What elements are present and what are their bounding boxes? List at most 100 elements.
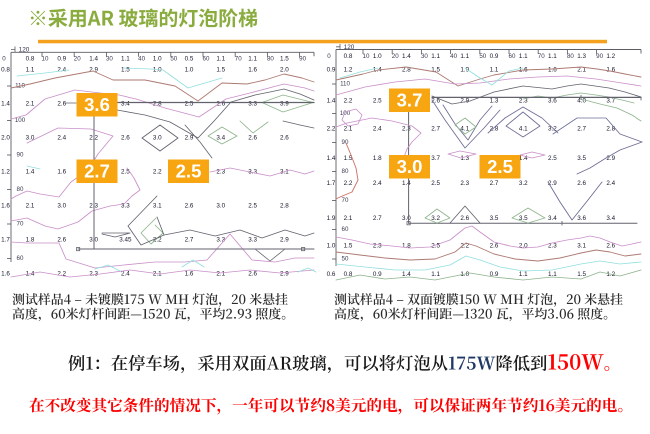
svg-text:1.0: 1.0 (327, 243, 336, 250)
svg-text:2.2: 2.2 (327, 126, 336, 133)
svg-text:2.1: 2.1 (216, 271, 225, 278)
svg-text:3.2: 3.2 (548, 126, 557, 133)
svg-text:1.7: 1.7 (327, 180, 336, 187)
svg-text:50: 50 (479, 53, 486, 60)
svg-text:2.3: 2.3 (548, 243, 557, 250)
svg-text:2.6: 2.6 (431, 98, 440, 105)
svg-text:1.5: 1.5 (431, 67, 440, 74)
svg-text:2.3: 2.3 (519, 98, 528, 105)
svg-text:0: 0 (2, 56, 6, 63)
svg-text:1.1: 1.1 (121, 56, 130, 63)
svg-text:2.2: 2.2 (153, 169, 162, 176)
svg-text:50: 50 (170, 56, 177, 63)
svg-text:70: 70 (342, 197, 349, 204)
svg-text:2.0: 2.0 (519, 243, 528, 250)
svg-text:1.4: 1.4 (1, 101, 10, 108)
svg-text:50: 50 (342, 256, 349, 263)
svg-text:2.7: 2.7 (185, 237, 194, 244)
svg-text:70: 70 (235, 56, 242, 63)
svg-text:1.1: 1.1 (548, 53, 557, 60)
svg-text:0.5: 0.5 (185, 56, 194, 63)
svg-text:2.6: 2.6 (121, 135, 130, 142)
svg-text:1.6: 1.6 (1, 271, 10, 278)
svg-text:2.1: 2.1 (26, 101, 35, 108)
svg-text:30: 30 (106, 56, 113, 63)
svg-text:4.1: 4.1 (460, 126, 469, 133)
svg-text:3.0: 3.0 (153, 135, 162, 142)
svg-text:1.7: 1.7 (1, 237, 10, 244)
svg-text:1.5: 1.5 (121, 67, 130, 74)
svg-text:2.6: 2.6 (280, 135, 289, 142)
svg-text:1.4: 1.4 (402, 180, 411, 187)
svg-text:1.6: 1.6 (1, 203, 10, 210)
svg-text:3.4: 3.4 (121, 101, 130, 108)
svg-text:2.9: 2.9 (548, 180, 557, 187)
svg-text:3.1: 3.1 (577, 243, 586, 250)
svg-text:2.7: 2.7 (84, 161, 110, 182)
svg-text:2.5: 2.5 (431, 180, 440, 187)
svg-text:2.6: 2.6 (606, 243, 615, 250)
svg-text:2.5: 2.5 (431, 243, 440, 250)
svg-text:2.6: 2.6 (248, 135, 257, 142)
svg-text:2.9: 2.9 (460, 98, 469, 105)
svg-text:0.8: 0.8 (344, 271, 353, 278)
svg-text:100: 100 (340, 110, 351, 117)
svg-text:80: 80 (17, 186, 24, 193)
svg-text:3.6: 3.6 (577, 215, 586, 222)
svg-text:2.1: 2.1 (577, 67, 586, 74)
svg-text:1.1: 1.1 (548, 271, 557, 278)
svg-text:3.0: 3.0 (26, 135, 35, 142)
svg-text:90: 90 (342, 139, 349, 146)
svg-text:2.6: 2.6 (57, 101, 66, 108)
svg-text:3.0: 3.0 (397, 156, 423, 177)
svg-text:3.3: 3.3 (121, 203, 130, 210)
svg-text:2.4: 2.4 (373, 180, 382, 187)
svg-text:2.6: 2.6 (577, 180, 586, 187)
svg-text:0.9: 0.9 (490, 271, 499, 278)
svg-text:4.0: 4.0 (577, 98, 586, 105)
svg-text:40: 40 (450, 53, 457, 60)
svg-text:90: 90 (17, 152, 24, 159)
svg-text:2.5: 2.5 (176, 161, 202, 182)
svg-text:1.6: 1.6 (548, 67, 557, 74)
svg-text:2.9: 2.9 (280, 271, 289, 278)
svg-text:3.45: 3.45 (119, 237, 132, 244)
svg-text:3.0: 3.0 (57, 203, 66, 210)
svg-text:2.4: 2.4 (121, 271, 130, 278)
svg-text:1.3: 1.3 (490, 98, 499, 105)
svg-text:3.4: 3.4 (216, 135, 225, 142)
svg-text:1.4: 1.4 (402, 271, 411, 278)
svg-text:80: 80 (342, 168, 349, 175)
svg-text:2.6: 2.6 (248, 271, 257, 278)
svg-text:1.2: 1.2 (606, 53, 615, 60)
svg-text:0.9: 0.9 (327, 67, 336, 74)
svg-text:3.5: 3.5 (519, 215, 528, 222)
svg-text:80: 80 (567, 53, 574, 60)
svg-text:2.4: 2.4 (606, 180, 615, 187)
svg-text:1.0: 1.0 (460, 271, 469, 278)
svg-text:2.3: 2.3 (402, 126, 411, 133)
svg-text:120: 120 (344, 44, 355, 51)
svg-text:2.5: 2.5 (248, 203, 257, 210)
svg-text:10: 10 (42, 56, 49, 63)
svg-text:3.3: 3.3 (248, 237, 257, 244)
svg-text:2.1: 2.1 (26, 203, 35, 210)
svg-text:3.2: 3.2 (431, 215, 440, 222)
svg-text:40: 40 (138, 56, 145, 63)
svg-text:2.6: 2.6 (490, 243, 499, 250)
svg-text:2.5: 2.5 (121, 169, 130, 176)
svg-text:1.4: 1.4 (519, 155, 528, 162)
svg-text:2.3: 2.3 (89, 271, 98, 278)
svg-text:60: 60 (17, 255, 24, 262)
svg-text:80: 80 (267, 56, 274, 63)
svg-text:2.5: 2.5 (487, 156, 513, 177)
svg-text:2.7: 2.7 (373, 215, 382, 222)
svg-text:2.6: 2.6 (57, 237, 66, 244)
svg-text:2.0: 2.0 (1, 135, 10, 142)
svg-text:2.9: 2.9 (606, 155, 615, 162)
svg-text:0.6: 0.6 (327, 271, 336, 278)
svg-text:110: 110 (340, 81, 350, 88)
svg-text:2.3: 2.3 (460, 180, 469, 187)
svg-text:3.1: 3.1 (153, 203, 162, 210)
svg-text:3.3: 3.3 (216, 237, 225, 244)
